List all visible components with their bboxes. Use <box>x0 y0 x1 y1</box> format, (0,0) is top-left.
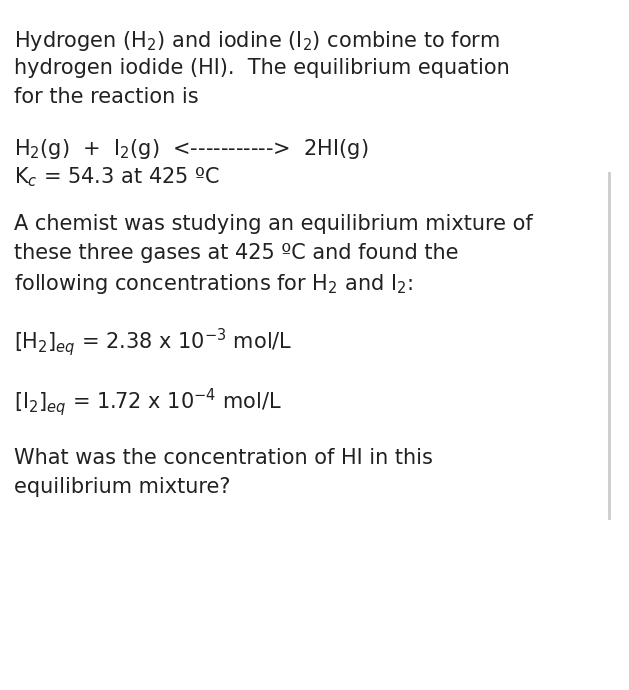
Text: for the reaction is: for the reaction is <box>14 87 199 107</box>
Text: following concentrations for H$_2$ and I$_2$:: following concentrations for H$_2$ and I… <box>14 272 413 296</box>
Text: [I$_2$]$_{eq}$ = 1.72 x 10$^{-4}$ mol/L: [I$_2$]$_{eq}$ = 1.72 x 10$^{-4}$ mol/L <box>14 386 282 418</box>
Text: hydrogen iodide (HI).  The equilibrium equation: hydrogen iodide (HI). The equilibrium eq… <box>14 58 509 78</box>
Text: K$_c$ = 54.3 at 425 ºC: K$_c$ = 54.3 at 425 ºC <box>14 166 220 189</box>
Text: [H$_2$]$_{eq}$ = 2.38 x 10$^{-3}$ mol/L: [H$_2$]$_{eq}$ = 2.38 x 10$^{-3}$ mol/L <box>14 326 292 357</box>
Text: Hydrogen (H$_2$) and iodine (I$_2$) combine to form: Hydrogen (H$_2$) and iodine (I$_2$) comb… <box>14 29 500 53</box>
Text: these three gases at 425 ºC and found the: these three gases at 425 ºC and found th… <box>14 243 459 263</box>
Text: H$_2$(g)  +  I$_2$(g)  <----------->  2HI(g): H$_2$(g) + I$_2$(g) <-----------> 2HI(g) <box>14 137 369 161</box>
Text: What was the concentration of HI in this: What was the concentration of HI in this <box>14 448 433 469</box>
Text: A chemist was studying an equilibrium mixture of: A chemist was studying an equilibrium mi… <box>14 214 533 234</box>
Text: equilibrium mixture?: equilibrium mixture? <box>14 477 230 497</box>
